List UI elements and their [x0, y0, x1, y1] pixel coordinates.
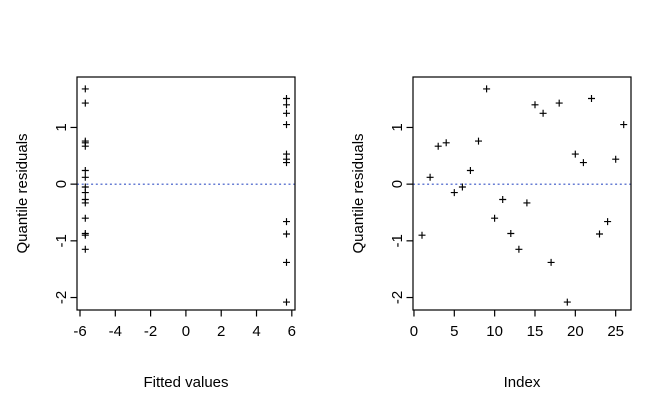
x-tick-label: 5 [450, 323, 458, 340]
plot-box [76, 76, 296, 311]
data-point-marker [507, 230, 515, 237]
data-point-marker [81, 99, 89, 107]
y-tick-label: -2 [53, 291, 70, 304]
x-tick-label: 4 [252, 323, 260, 340]
x-tick-label: 15 [527, 323, 544, 340]
data-point-marker [596, 230, 603, 238]
data-point-marker [450, 189, 458, 197]
x-axis-label: Index [504, 374, 541, 391]
data-point-marker [523, 199, 531, 207]
x-tick-label: 25 [607, 323, 624, 340]
data-point-marker [283, 298, 290, 306]
y-tick-label: 0 [389, 180, 406, 188]
y-tick-label: -1 [389, 234, 406, 247]
data-point-marker [620, 121, 628, 129]
data-point-marker [475, 137, 482, 145]
data-point-marker [547, 258, 555, 266]
x-tick-label: -2 [144, 323, 157, 340]
data-point-marker [491, 214, 499, 222]
y-tick-label: 1 [53, 123, 70, 131]
data-point-marker [434, 142, 442, 150]
data-point-marker [515, 245, 523, 253]
x-axis-label: Fitted values [143, 374, 228, 391]
x-tick-label: 6 [288, 323, 296, 340]
y-tick-label: -2 [389, 291, 406, 304]
data-point-marker [81, 183, 89, 191]
data-point-marker [81, 245, 89, 253]
data-point-marker [418, 231, 426, 239]
data-point-marker [283, 218, 290, 226]
data-point-marker [604, 218, 612, 226]
fitted-values-residual-plot: -6 -4 -2 0 2 4 6 -2 -1 0 1 Fitted values Quantile re… [14, 76, 296, 391]
x-tick-label: 0 [410, 323, 418, 340]
data-point-marker [571, 150, 579, 158]
data-point-marker [283, 101, 290, 109]
x-tick-label: 0 [182, 323, 190, 340]
x-tick-label: 10 [486, 323, 503, 340]
data-point-marker [531, 101, 539, 109]
data-point-marker [81, 85, 89, 93]
y-axis-label: Quantile residuals [14, 133, 31, 253]
x-tick-label: 20 [567, 323, 584, 340]
data-point-marker [555, 99, 563, 107]
data-point-marker [563, 298, 571, 306]
data-point-marker [483, 85, 491, 93]
plot-box [412, 76, 632, 311]
data-point-marker [283, 230, 290, 238]
y-tick-label: 1 [389, 123, 406, 131]
data-point-marker [588, 95, 595, 102]
data-point-marker [283, 95, 290, 102]
data-point-marker [81, 230, 89, 237]
data-point-marker [81, 214, 89, 222]
data-point-marker [499, 196, 507, 203]
data-point-marker [81, 167, 89, 174]
y-tick-label: -1 [53, 234, 70, 247]
x-tick-label: 2 [217, 323, 225, 340]
data-point-marker [466, 167, 474, 174]
data-point-marker [81, 137, 89, 145]
data-point-marker [283, 258, 290, 266]
data-point-marker [81, 199, 89, 207]
data-point-marker [283, 155, 290, 163]
data-point-marker [579, 159, 587, 167]
x-tick-label: -4 [109, 323, 122, 340]
data-point-marker [612, 155, 620, 163]
data-point-marker [283, 109, 290, 117]
data-point-marker [458, 183, 466, 191]
data-point-marker [426, 173, 434, 181]
data-point-marker [81, 173, 89, 181]
x-tick-label: -6 [73, 323, 86, 340]
data-point-marker [442, 139, 450, 147]
data-point-marker [283, 121, 290, 129]
y-tick-label: 0 [53, 180, 70, 188]
y-axis-label: Quantile residuals [350, 133, 367, 253]
index-residual-plot: 0 5 10 15 20 25 -2 -1 0 1 Index Quantile residuals [350, 76, 632, 391]
data-point-marker [539, 109, 547, 117]
